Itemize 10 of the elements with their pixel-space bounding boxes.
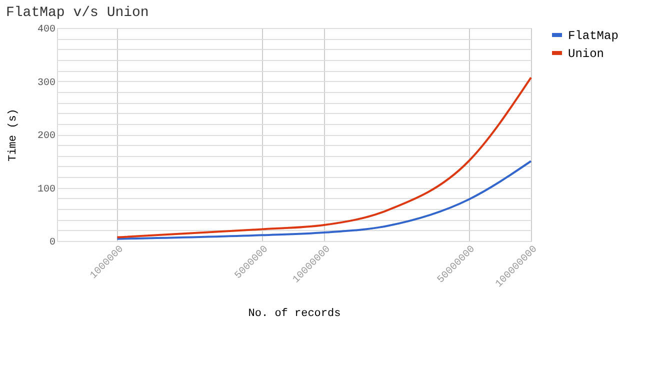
chart-title: FlatMap v/s Union xyxy=(6,5,149,21)
y-tick-label: 100 xyxy=(37,184,56,196)
y-tick-label: 0 xyxy=(49,238,56,248)
x-axis-title: No. of records xyxy=(248,308,341,320)
legend-label: Union xyxy=(568,47,604,61)
y-axis-title: Time (s) xyxy=(7,108,20,162)
y-tick-label: 200 xyxy=(37,131,56,142)
y-tick-label: 300 xyxy=(37,78,56,89)
y-tick-label: 400 xyxy=(37,24,56,36)
legend-label: FlatMap xyxy=(568,29,618,43)
